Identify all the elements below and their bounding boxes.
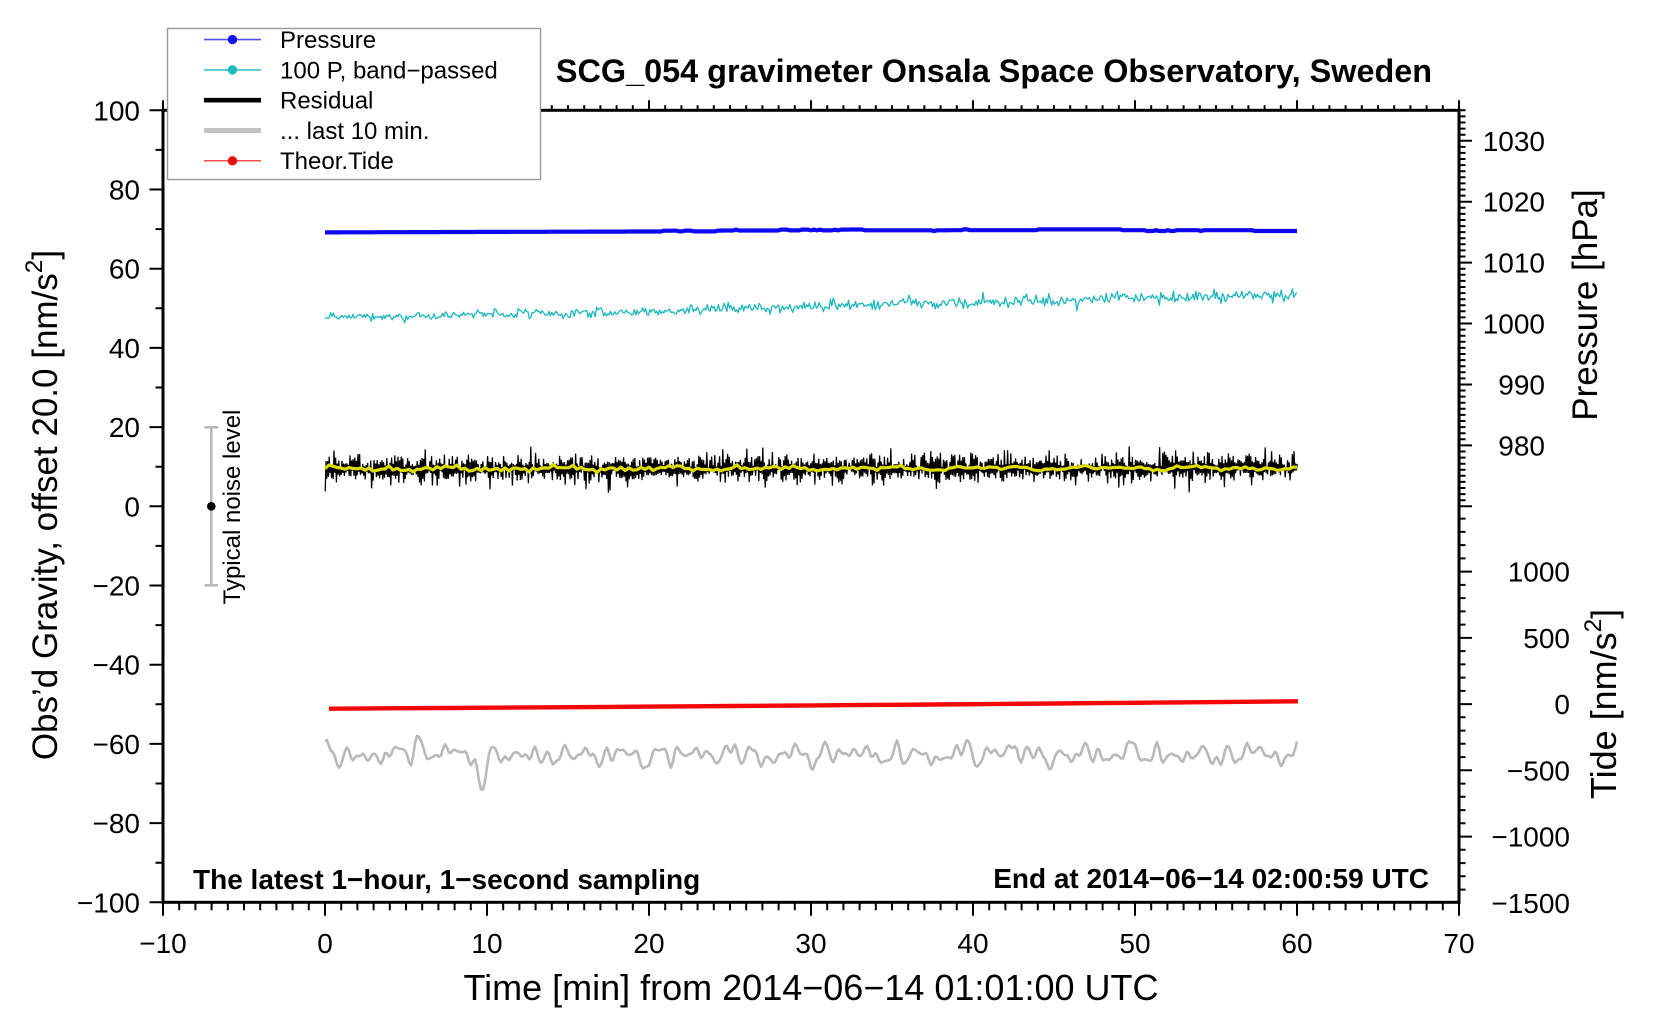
svg-text:60: 60 — [109, 254, 140, 285]
svg-text:... last 10 min.: ... last 10 min. — [280, 118, 429, 145]
svg-text:100 P, band−passed: 100 P, band−passed — [280, 57, 498, 84]
svg-text:1000: 1000 — [1483, 309, 1545, 340]
svg-text:500: 500 — [1523, 623, 1570, 654]
svg-text:Obs’d Gravity, offset 20.0 [nm: Obs’d Gravity, offset 20.0 [nm/s2] — [21, 250, 65, 760]
svg-text:1010: 1010 — [1483, 248, 1545, 279]
svg-text:80: 80 — [109, 175, 140, 206]
svg-text:−40: −40 — [93, 650, 141, 681]
svg-text:−500: −500 — [1507, 755, 1570, 786]
svg-text:40: 40 — [957, 928, 988, 959]
svg-text:20: 20 — [109, 412, 140, 443]
svg-text:Tide [nm/s2]: Tide [nm/s2] — [1580, 609, 1624, 799]
svg-text:End at 2014−06−14 02:00:59 UTC: End at 2014−06−14 02:00:59 UTC — [993, 863, 1429, 894]
svg-text:40: 40 — [109, 333, 140, 364]
svg-text:The latest 1−hour, 1−second sa: The latest 1−hour, 1−second sampling — [193, 864, 700, 895]
svg-text:60: 60 — [1281, 928, 1312, 959]
svg-text:Pressure [hPa]: Pressure [hPa] — [1566, 189, 1605, 421]
svg-text:0: 0 — [124, 491, 140, 522]
svg-text:Residual: Residual — [280, 88, 373, 115]
svg-text:30: 30 — [795, 928, 826, 959]
svg-text:Theor.Tide: Theor.Tide — [280, 148, 394, 175]
svg-text:−1500: −1500 — [1491, 888, 1570, 919]
svg-text:−80: −80 — [93, 808, 141, 839]
svg-text:Time [min] from 2014−06−14 01:: Time [min] from 2014−06−14 01:01:00 UTC — [463, 967, 1158, 1008]
svg-text:Pressure: Pressure — [280, 27, 376, 54]
svg-text:1020: 1020 — [1483, 187, 1545, 218]
svg-text:1030: 1030 — [1483, 126, 1545, 157]
svg-text:990: 990 — [1498, 370, 1545, 401]
svg-text:SCG_054 gravimeter Onsala Spac: SCG_054 gravimeter Onsala Space Observat… — [556, 53, 1432, 89]
svg-text:10: 10 — [471, 928, 502, 959]
svg-text:0: 0 — [1554, 689, 1570, 720]
svg-text:−1000: −1000 — [1491, 822, 1570, 853]
svg-text:Typical noise level: Typical noise level — [219, 410, 246, 605]
svg-text:−100: −100 — [77, 887, 140, 918]
svg-text:−60: −60 — [93, 729, 141, 760]
svg-text:−20: −20 — [93, 571, 141, 602]
svg-text:1000: 1000 — [1508, 557, 1570, 588]
svg-text:−10: −10 — [139, 928, 187, 959]
svg-text:100: 100 — [93, 95, 140, 126]
svg-text:20: 20 — [633, 928, 664, 959]
svg-text:0: 0 — [317, 928, 333, 959]
svg-text:50: 50 — [1119, 928, 1150, 959]
svg-text:70: 70 — [1443, 928, 1474, 959]
svg-text:980: 980 — [1498, 430, 1545, 461]
